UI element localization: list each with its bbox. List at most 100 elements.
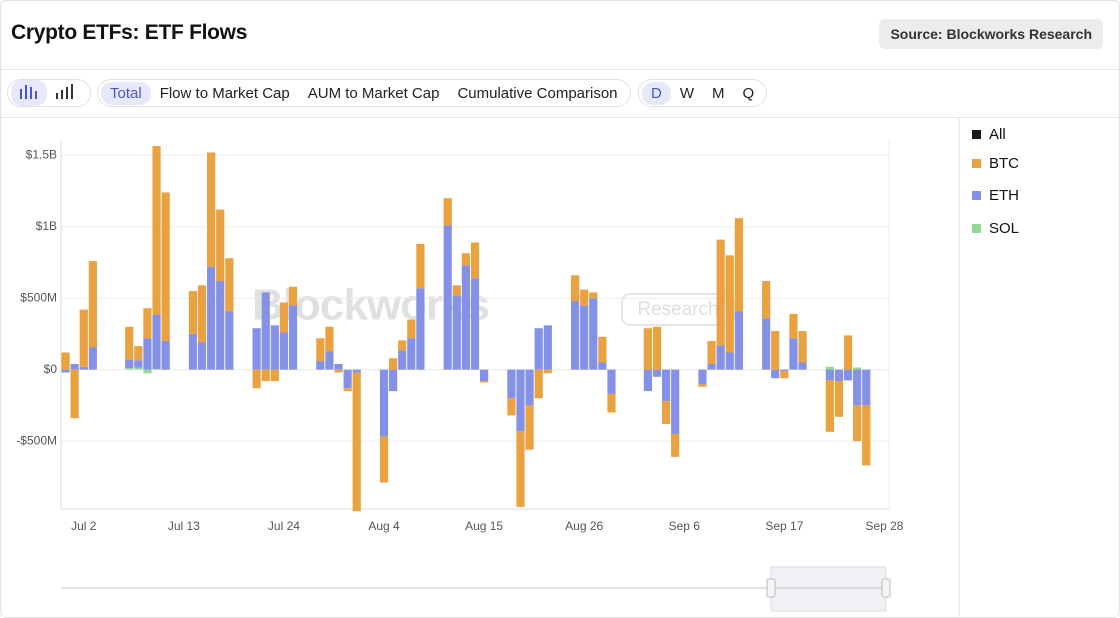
y-tick-label: $1B: [36, 219, 57, 233]
bar-segment: [389, 369, 398, 392]
bar-segment: [261, 292, 270, 370]
bar-segment: [343, 388, 352, 392]
bar-segment: [152, 146, 161, 315]
bar-style-button[interactable]: [11, 80, 47, 106]
chart-style-toggle: [7, 79, 91, 107]
bar-segment: [261, 369, 270, 382]
bar-segment: [771, 369, 780, 379]
bar-segment: [598, 336, 607, 363]
bar-segment: [534, 369, 543, 399]
bar-segment: [671, 433, 680, 457]
bar-segment: [288, 286, 298, 306]
tab[interactable]: Cumulative Comparison: [457, 84, 618, 102]
bar-segment: [152, 368, 161, 370]
period[interactable]: M: [712, 84, 725, 102]
bar-segment: [398, 340, 407, 351]
bar-segment: [152, 314, 161, 369]
bar-segment: [543, 369, 552, 374]
bar-segment: [652, 369, 662, 377]
bar-icon: [20, 85, 37, 99]
bar-segment: [452, 295, 461, 370]
bar-segment: [379, 436, 389, 483]
bar-segment: [516, 431, 525, 507]
divider: [1, 117, 1119, 118]
watermark-box: [621, 293, 735, 326]
y-tick-label: -$500M: [16, 433, 57, 447]
period[interactable]: W: [679, 84, 695, 102]
tab[interactable]: Total: [101, 81, 151, 105]
watermark: Research: [637, 299, 718, 320]
bar-segment: [343, 369, 352, 389]
bar-segment: [671, 369, 680, 434]
bar-segment: [507, 369, 516, 399]
bar-segment: [725, 255, 734, 353]
x-tick-label: Jul 24: [268, 519, 300, 533]
x-tick-label: Sep 28: [865, 519, 903, 533]
bar-segment: [780, 369, 789, 372]
tab[interactable]: Flow to Market Cap: [159, 84, 290, 102]
bar-segment: [762, 318, 771, 370]
bar-segment: [216, 281, 225, 370]
bar-segment: [843, 335, 853, 370]
stacked-style-button[interactable]: [47, 80, 83, 106]
bar-segment: [207, 152, 216, 267]
bar-segment: [643, 369, 652, 392]
bar-segment: [707, 363, 716, 370]
bar-segment: [698, 369, 707, 384]
bar-segment: [279, 332, 289, 370]
bar-segment: [252, 369, 261, 389]
bar-segment: [143, 338, 152, 370]
bar-segment: [798, 362, 807, 370]
y-tick-label: $0: [44, 362, 58, 376]
bar-segment: [316, 361, 325, 370]
metric-tabs: Total Flow to Market Cap AUM to Market C…: [97, 79, 631, 107]
bar-segment: [61, 352, 70, 370]
legend-swatch: [972, 159, 981, 168]
bar-segment: [352, 369, 361, 373]
bar-segment: [288, 305, 298, 370]
x-tick-label: Jul 2: [71, 519, 97, 533]
bar-segment: [125, 359, 134, 369]
period[interactable]: D: [642, 81, 671, 105]
bar-segment: [525, 369, 534, 406]
bar-segment: [480, 381, 489, 383]
bar-segment: [570, 275, 580, 302]
bar-segment: [843, 369, 853, 381]
bar-segment: [534, 328, 543, 370]
bar-segment: [252, 328, 261, 370]
bar-segment: [780, 371, 789, 379]
navigator-handle[interactable]: [881, 578, 891, 598]
y-tick-label: $1.5B: [26, 147, 57, 161]
bar-segment: [452, 285, 461, 296]
bar-segment: [607, 393, 616, 413]
bar-segment: [789, 313, 798, 339]
bar-segment: [197, 285, 207, 343]
x-tick-label: Sep 6: [669, 519, 701, 533]
bar-segment: [825, 380, 834, 432]
bar-segment: [862, 405, 871, 466]
bar-segment: [279, 302, 289, 333]
tab[interactable]: AUM to Market Cap: [307, 84, 440, 102]
divider: [1, 69, 1119, 70]
period[interactable]: Q: [742, 84, 755, 102]
bar-icon: [56, 84, 73, 99]
bar-segment: [70, 369, 79, 419]
navigator-handle[interactable]: [766, 578, 776, 598]
bar-segment: [134, 360, 143, 368]
bar-segment: [88, 347, 97, 370]
bar-segment: [580, 289, 589, 306]
bar-segment: [61, 369, 70, 373]
bar-segment: [225, 258, 234, 312]
bar-segment: [543, 325, 552, 370]
bar-segment: [661, 369, 671, 402]
navigator-window[interactable]: [770, 566, 887, 612]
bar-segment: [325, 326, 334, 352]
bar-segment: [716, 345, 725, 370]
bar-segment: [525, 405, 534, 450]
bar-segment: [834, 369, 844, 382]
bar-segment: [707, 341, 716, 364]
navigator: [61, 566, 891, 612]
bar-segment: [853, 367, 862, 370]
bar-segment: [416, 243, 425, 289]
bar-segment: [416, 288, 425, 370]
